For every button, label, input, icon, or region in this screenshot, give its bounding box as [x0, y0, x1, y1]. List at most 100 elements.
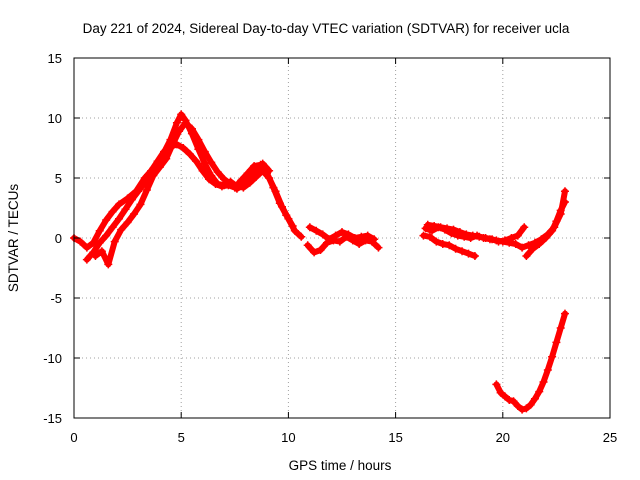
data-point — [522, 252, 531, 260]
data-point — [252, 165, 261, 174]
data-point — [318, 230, 327, 239]
y-tick-label: 0 — [55, 231, 62, 246]
data-point — [142, 186, 151, 194]
data-point — [374, 243, 383, 252]
data-point — [425, 232, 434, 241]
data-point — [539, 378, 548, 386]
data-point — [115, 200, 124, 209]
series-track — [92, 119, 273, 268]
data-point — [76, 237, 85, 246]
data-point — [355, 240, 364, 248]
data-point — [205, 175, 214, 184]
data-point — [288, 222, 297, 230]
data-point — [312, 226, 321, 235]
series-track-j — [492, 309, 569, 414]
data-point — [518, 243, 527, 252]
data-point — [115, 214, 124, 223]
data-point — [108, 223, 117, 232]
data-point — [179, 144, 188, 152]
data-point — [338, 228, 346, 236]
data-point — [168, 140, 177, 149]
data-point — [127, 195, 136, 204]
data-point — [97, 247, 106, 256]
y-tick-label: 10 — [48, 111, 62, 126]
data-point — [177, 110, 186, 119]
y-tick-label: 5 — [55, 171, 62, 186]
data-point — [130, 210, 139, 218]
data-point — [226, 180, 235, 188]
data-point — [552, 217, 561, 226]
data-point — [82, 243, 91, 252]
data-point — [185, 150, 194, 158]
data-point — [370, 235, 379, 244]
data-point — [488, 235, 497, 244]
axis-ticks: 0 5 10 15 20 25 -15 -10 -5 0 5 10 15 — [43, 51, 617, 445]
data-point — [445, 241, 454, 250]
data-point — [95, 226, 104, 235]
data-point — [363, 231, 372, 240]
data-point — [110, 237, 119, 246]
data-point — [153, 157, 162, 166]
data-point — [462, 230, 471, 239]
data-point — [513, 231, 522, 240]
chart-title: Day 221 of 2024, Sidereal Day-to-day VTE… — [83, 21, 570, 36]
data-point — [303, 241, 312, 250]
data-point — [520, 223, 529, 232]
data-point — [290, 226, 299, 235]
data-point — [548, 226, 557, 235]
data-point — [172, 118, 181, 127]
x-tick-label: 20 — [496, 430, 510, 445]
data-point — [136, 200, 145, 209]
data-point — [282, 211, 291, 220]
data-point — [475, 232, 484, 241]
data-point — [213, 168, 222, 176]
data-point — [524, 241, 533, 250]
series-track — [493, 310, 568, 413]
data-point — [419, 231, 428, 240]
data-point — [552, 338, 561, 347]
data-point — [331, 231, 340, 240]
data-point — [305, 223, 314, 232]
data-point — [507, 234, 516, 242]
data-point — [82, 255, 91, 264]
data-series — [70, 110, 569, 414]
series-track-e — [305, 223, 379, 244]
data-point — [430, 222, 439, 230]
data-point — [560, 187, 569, 196]
x-tick-label: 10 — [281, 430, 295, 445]
data-point — [121, 205, 130, 214]
data-point — [543, 366, 552, 374]
data-point — [468, 231, 477, 240]
data-point — [175, 127, 184, 136]
x-tick-label: 15 — [388, 430, 402, 445]
data-point — [325, 235, 334, 244]
data-point — [155, 163, 164, 172]
data-point — [245, 174, 254, 182]
data-point — [194, 135, 203, 144]
data-point — [560, 309, 569, 318]
data-point — [217, 182, 226, 191]
data-point — [91, 252, 100, 260]
data-point — [344, 230, 353, 239]
y-tick-label: 15 — [48, 51, 62, 66]
data-point — [496, 388, 505, 397]
series-track-h — [423, 220, 529, 246]
data-point — [500, 392, 509, 401]
data-point — [181, 118, 190, 127]
data-point — [102, 216, 111, 224]
data-point — [198, 166, 207, 175]
data-point — [187, 124, 196, 133]
data-point — [316, 246, 325, 254]
data-point — [207, 158, 216, 167]
data-point — [297, 232, 306, 241]
data-point — [451, 244, 460, 253]
data-point — [535, 387, 544, 396]
data-point — [239, 181, 248, 190]
data-point — [438, 240, 447, 248]
data-point — [449, 225, 458, 234]
data-point — [511, 240, 520, 248]
data-point — [310, 248, 319, 257]
data-point — [200, 147, 209, 156]
data-point — [560, 198, 569, 206]
